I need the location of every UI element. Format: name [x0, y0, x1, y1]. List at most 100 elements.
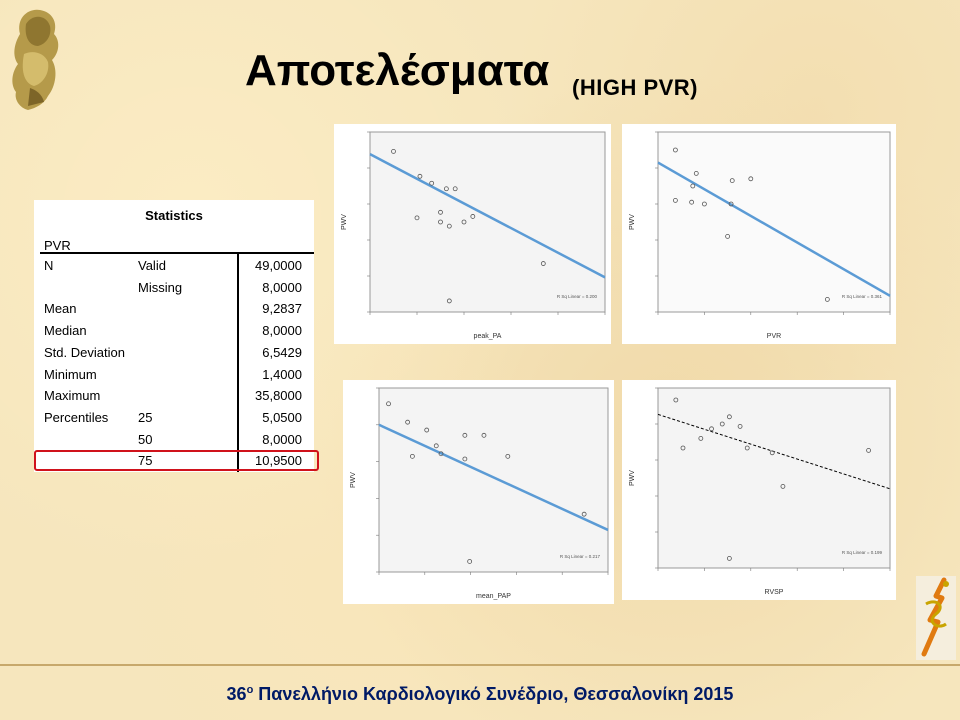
- data-point: [405, 419, 411, 425]
- stat-value: 5,0500: [262, 409, 302, 425]
- data-point: [481, 432, 487, 438]
- footer-text: 36ο Πανελλήνιο Καρδιολογικό Συνέδριο, Θε…: [0, 684, 960, 705]
- data-point: [693, 171, 699, 176]
- data-point: [470, 214, 476, 219]
- data-point: [452, 186, 458, 192]
- data-point: [728, 201, 734, 207]
- stat-value: 8,0000: [262, 279, 302, 295]
- data-point: [744, 445, 750, 451]
- plot-area: [657, 387, 891, 569]
- stat-label: Minimum: [44, 366, 97, 382]
- r-squared-annotation: R Sq Linear = 0.217: [560, 554, 601, 559]
- data-point: [748, 176, 754, 182]
- footer-divider: [0, 664, 960, 666]
- plot-area: [657, 131, 891, 313]
- stat-sublabel: 25: [138, 409, 153, 425]
- stat-value: 8,0000: [262, 431, 302, 447]
- y-axis-label: PWV: [629, 470, 636, 486]
- data-point: [673, 198, 678, 203]
- stat-label: Median: [44, 323, 87, 339]
- regression-line: [657, 161, 891, 297]
- scatter-plot-rvsp: RVSP PWV R Sq Linear = 0.199: [622, 380, 896, 600]
- stat-value: 10,9500: [255, 453, 302, 469]
- data-point: [673, 397, 679, 403]
- data-point: [433, 443, 439, 449]
- data-point: [467, 559, 473, 564]
- data-point: [866, 448, 871, 453]
- stat-label: Std. Deviation: [44, 344, 125, 360]
- stat-value: 49,0000: [255, 258, 302, 273]
- data-point: [438, 219, 443, 225]
- scatter-plot-mean-pap: mean_PAP PWV R Sq Linear = 0.217: [343, 380, 614, 604]
- stat-label: Percentiles: [44, 409, 109, 425]
- data-point: [462, 432, 468, 438]
- data-point: [725, 234, 730, 239]
- footer-ordinal-suffix: ο: [246, 684, 254, 696]
- data-point: [726, 555, 732, 561]
- data-point: [780, 484, 786, 489]
- y-axis-label: PWV: [629, 214, 636, 230]
- percentile-75-highlight: [34, 450, 319, 471]
- data-point: [581, 511, 587, 517]
- regression-line: [378, 423, 609, 532]
- stat-value: 1,4000: [262, 366, 302, 382]
- data-point: [446, 298, 452, 304]
- data-point: [729, 178, 735, 183]
- stat-value: 6,5429: [262, 344, 302, 360]
- data-point: [443, 186, 449, 192]
- r-squared-annotation: R Sq Linear = 0.361: [842, 294, 883, 299]
- data-point: [429, 180, 435, 186]
- data-point: [824, 296, 830, 302]
- page-title: Αποτελέσματα: [245, 46, 550, 95]
- data-point: [505, 453, 511, 459]
- data-point: [719, 421, 725, 427]
- stat-sublabel: 50: [138, 431, 153, 447]
- plot-area: [369, 131, 606, 313]
- stat-value: 35,8000: [255, 388, 302, 404]
- stat-sublabel: Valid: [138, 258, 166, 273]
- athena-head-icon: [12, 9, 59, 111]
- caduceus-icon: [916, 576, 956, 660]
- x-axis-label: PVR: [767, 333, 781, 340]
- r-squared-annotation: R Sq Linear = 0.199: [842, 550, 883, 555]
- x-axis-label: peak_PA: [474, 333, 502, 340]
- stat-value: 9,2837: [262, 301, 302, 317]
- data-point: [409, 453, 415, 459]
- data-point: [673, 147, 678, 153]
- stat-sublabel: 75: [138, 453, 153, 469]
- table-header-rule: [40, 252, 314, 254]
- data-point: [726, 414, 732, 420]
- y-axis-label: PWV: [341, 214, 348, 230]
- statistics-title: Statistics: [145, 208, 203, 223]
- r-squared-annotation: R Sq Linear = 0.200: [557, 294, 598, 299]
- regression-line: [369, 153, 606, 279]
- data-point: [391, 148, 396, 154]
- data-point: [461, 219, 467, 225]
- plot-area: [378, 387, 609, 573]
- data-point: [462, 456, 468, 462]
- footer-conference: Πανελλήνιο Καρδιολογικό Συνέδριο, Θεσσαλ…: [253, 684, 734, 704]
- data-point: [438, 451, 444, 457]
- page-subtitle: (HIGH PVR): [572, 75, 698, 100]
- data-point: [769, 450, 775, 456]
- x-axis-label: mean_PAP: [476, 593, 511, 600]
- data-point: [424, 427, 430, 433]
- stat-value: 8,0000: [262, 323, 302, 339]
- data-point: [386, 401, 391, 407]
- table-column-rule: [237, 252, 239, 472]
- statistics-variable: PVR: [44, 238, 71, 253]
- data-point: [698, 436, 704, 441]
- stat-sublabel: Missing: [138, 279, 183, 295]
- data-point: [690, 183, 696, 189]
- data-point: [417, 173, 423, 179]
- scatter-plot-pvr: PVR PWV R Sq Linear = 0.361: [622, 124, 896, 344]
- data-point: [540, 261, 546, 266]
- stat-label: Mean: [44, 301, 77, 317]
- data-point: [680, 445, 686, 451]
- data-point: [737, 424, 743, 429]
- statistics-table: Statistics PVR N Valid 49,0000 Missing 8,000…: [34, 200, 314, 472]
- y-axis-label: PWV: [350, 472, 357, 488]
- data-point: [709, 426, 714, 432]
- stat-label: Maximum: [44, 388, 101, 404]
- scatter-plot-peak-pa: peak_PA PWV R Sq Linear = 0.200: [334, 124, 611, 344]
